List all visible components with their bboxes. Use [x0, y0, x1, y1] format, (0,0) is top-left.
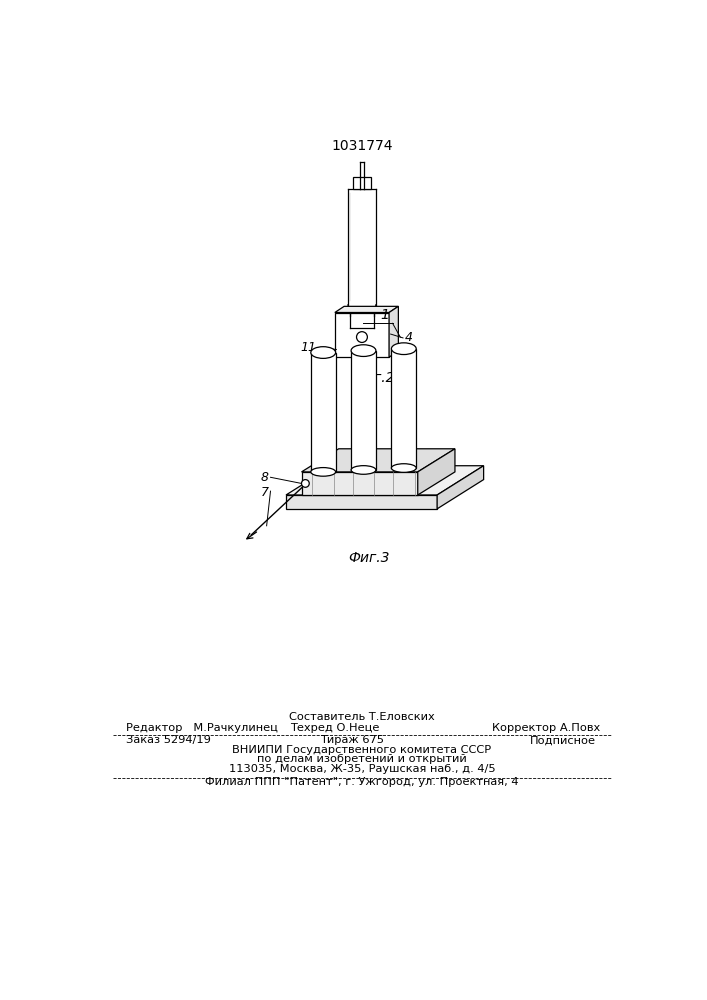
Text: Филиал ППП "Патент", г. Ужгород, ул. Проектная, 4: Филиал ППП "Патент", г. Ужгород, ул. Про… — [205, 777, 519, 787]
Polygon shape — [335, 312, 389, 357]
Ellipse shape — [311, 347, 336, 358]
Polygon shape — [311, 353, 336, 472]
Text: Составитель Т.Еловских: Составитель Т.Еловских — [289, 712, 435, 722]
Polygon shape — [392, 349, 416, 468]
Polygon shape — [286, 495, 437, 509]
Polygon shape — [418, 449, 455, 495]
Text: Тираж 675: Тираж 675 — [320, 735, 384, 745]
Ellipse shape — [351, 345, 376, 356]
Ellipse shape — [392, 464, 416, 472]
Text: Подписное: Подписное — [530, 735, 596, 745]
Text: Заказ 5294/19: Заказ 5294/19 — [126, 735, 211, 745]
Text: 8: 8 — [261, 471, 269, 484]
Polygon shape — [389, 306, 398, 357]
Text: 113035, Москва, Ж-35, Раушская наб., д. 4/5: 113035, Москва, Ж-35, Раушская наб., д. … — [228, 764, 496, 774]
Text: 7: 7 — [261, 486, 269, 499]
Text: по делам изобретений и открытий: по делам изобретений и открытий — [257, 754, 467, 764]
Ellipse shape — [351, 466, 376, 474]
Circle shape — [356, 332, 368, 342]
Text: ВНИИПИ Государственного комитета СССР: ВНИИПИ Государственного комитета СССР — [233, 745, 491, 755]
Polygon shape — [437, 466, 484, 509]
Polygon shape — [286, 466, 484, 495]
FancyBboxPatch shape — [353, 177, 371, 189]
Text: 11: 11 — [300, 341, 316, 354]
Circle shape — [301, 480, 309, 487]
Polygon shape — [301, 449, 455, 472]
Text: 1031774: 1031774 — [331, 139, 392, 153]
Polygon shape — [335, 306, 398, 312]
Text: Техред О.Неце: Техред О.Неце — [290, 723, 380, 733]
Ellipse shape — [392, 343, 416, 355]
Text: Корректор А.Повх: Корректор А.Повх — [491, 723, 600, 733]
Text: Фиг.2: Фиг.2 — [353, 371, 395, 385]
Text: Редактор   М.Рачкулинец: Редактор М.Рачкулинец — [126, 723, 277, 733]
Polygon shape — [351, 351, 376, 470]
Text: Фиг.3: Фиг.3 — [349, 551, 390, 565]
Text: 1: 1 — [380, 308, 390, 322]
Polygon shape — [301, 472, 418, 495]
Ellipse shape — [311, 468, 336, 476]
Text: 4: 4 — [404, 331, 413, 344]
